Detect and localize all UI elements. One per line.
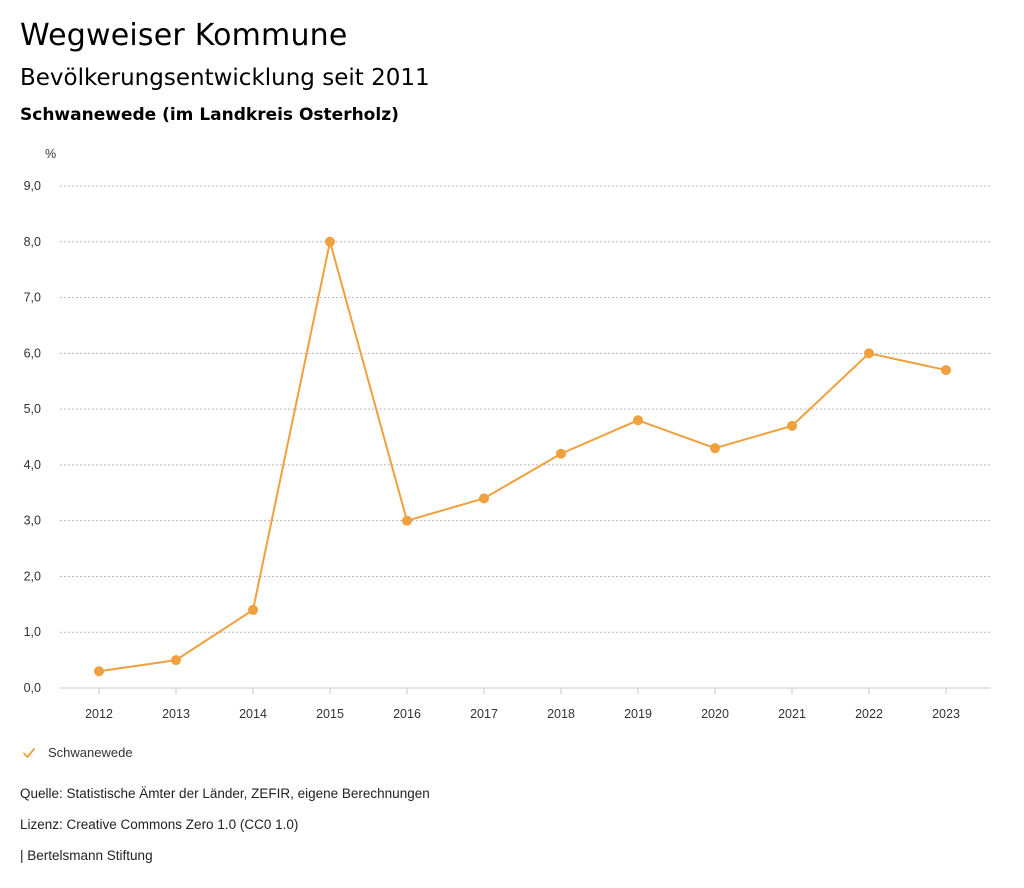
x-tick-label: 2023	[932, 707, 960, 721]
data-point[interactable]	[171, 655, 181, 666]
data-point[interactable]	[710, 443, 720, 454]
grid-lines	[60, 185, 990, 633]
y-tick-label: 8,0	[24, 235, 41, 249]
axes: % 0,0 1,0 2,0 3,0 4,0 5,0 6,0 7,0 8,0 9,0 2012 2013 2…	[24, 147, 990, 721]
x-tick-label: 2022	[855, 707, 883, 721]
x-tick-label: 2021	[778, 707, 806, 721]
y-tick-label: 5,0	[24, 402, 41, 416]
y-axis-unit-label: %	[45, 147, 56, 161]
y-tick-label: 3,0	[24, 514, 41, 528]
data-point[interactable]	[864, 348, 874, 359]
x-tick-label: 2013	[162, 707, 190, 721]
line-chart: % 0,0 1,0 2,0 3,0 4,0 5,0 6,0 7,0 8,0 9,0 2012 2013 2…	[24, 147, 990, 721]
y-tick-label: 4,0	[24, 458, 41, 472]
data-point[interactable]	[248, 604, 258, 615]
x-tick-label: 2018	[547, 707, 575, 721]
y-tick-label: 7,0	[24, 291, 41, 305]
x-tick-label: 2012	[85, 707, 113, 721]
publisher-note: | Bertelsmann Stiftung	[20, 848, 153, 863]
chart-legend[interactable]: Schwanewede	[22, 745, 133, 760]
x-tick-label: 2017	[470, 707, 498, 721]
y-tick-label: 0,0	[24, 681, 41, 695]
data-point[interactable]	[556, 448, 566, 459]
y-tick-label: 9,0	[24, 179, 41, 193]
check-icon	[23, 747, 35, 758]
y-tick-label: 1,0	[24, 625, 41, 639]
license-note: Lizenz: Creative Commons Zero 1.0 (CC0 1…	[20, 817, 299, 832]
series-line-schwanewede	[98, 240, 947, 673]
x-tick-label: 2015	[316, 707, 344, 721]
x-tick-label: 2016	[393, 707, 421, 721]
data-point[interactable]	[787, 420, 797, 431]
region-label: Schwanewede (im Landkreis Osterholz)	[20, 105, 399, 125]
x-tick-label: 2020	[701, 707, 729, 721]
data-point[interactable]	[479, 493, 489, 504]
x-tick-label: 2019	[624, 707, 652, 721]
y-tick-label: 6,0	[24, 346, 41, 360]
source-note: Quelle: Statistische Ämter der Länder, Z…	[20, 786, 430, 801]
y-tick-label: 2,0	[24, 569, 41, 583]
page-title: Wegweiser Kommune	[20, 18, 348, 53]
x-tick-label: 2014	[239, 707, 267, 721]
series-layer	[94, 236, 951, 677]
data-point[interactable]	[94, 666, 104, 677]
legend-label-schwanewede: Schwanewede	[48, 745, 133, 760]
data-point[interactable]	[941, 365, 951, 376]
data-point[interactable]	[402, 515, 412, 526]
data-point[interactable]	[325, 236, 335, 247]
data-point[interactable]	[633, 415, 643, 426]
chart-subtitle: Bevölkerungsentwicklung seit 2011	[20, 65, 430, 91]
